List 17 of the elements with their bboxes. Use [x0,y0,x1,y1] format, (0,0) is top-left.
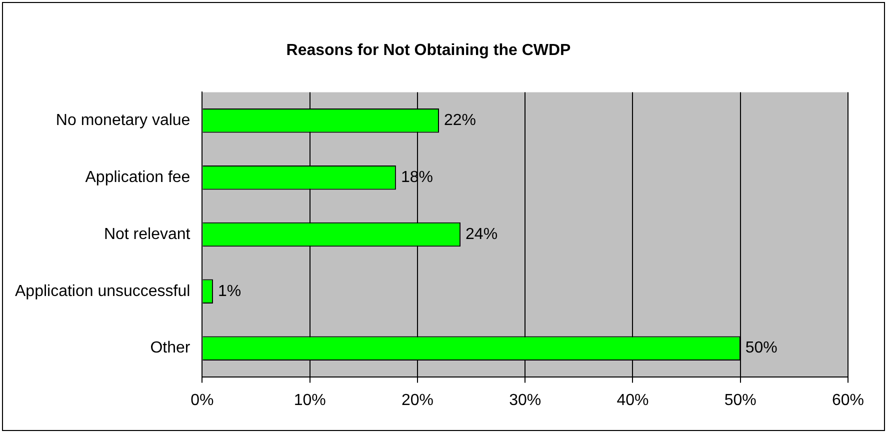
y-tick-label: No monetary value [56,112,190,130]
y-tick-label: Other [150,340,191,357]
chart-title: Reasons for Not Obtaining the CWDP [286,42,572,60]
data-label: 24% [466,226,498,243]
data-label: 1% [218,282,242,300]
x-tick-label: 10% [294,392,326,409]
x-tick-label: 40% [616,392,649,409]
x-tick-label: 30% [509,392,542,409]
y-tick-label: Not relevant [104,226,191,243]
data-label: 50% [745,340,778,357]
x-tick-label: 60% [832,392,864,409]
x-tick-label: 20% [401,392,434,409]
y-tick-label: Application unsuccessful [14,282,190,300]
y-tick-label: Application fee [85,168,190,186]
data-label: 22% [444,112,476,130]
x-tick-label: 0% [190,392,214,409]
x-tick-label: 50% [724,392,756,409]
